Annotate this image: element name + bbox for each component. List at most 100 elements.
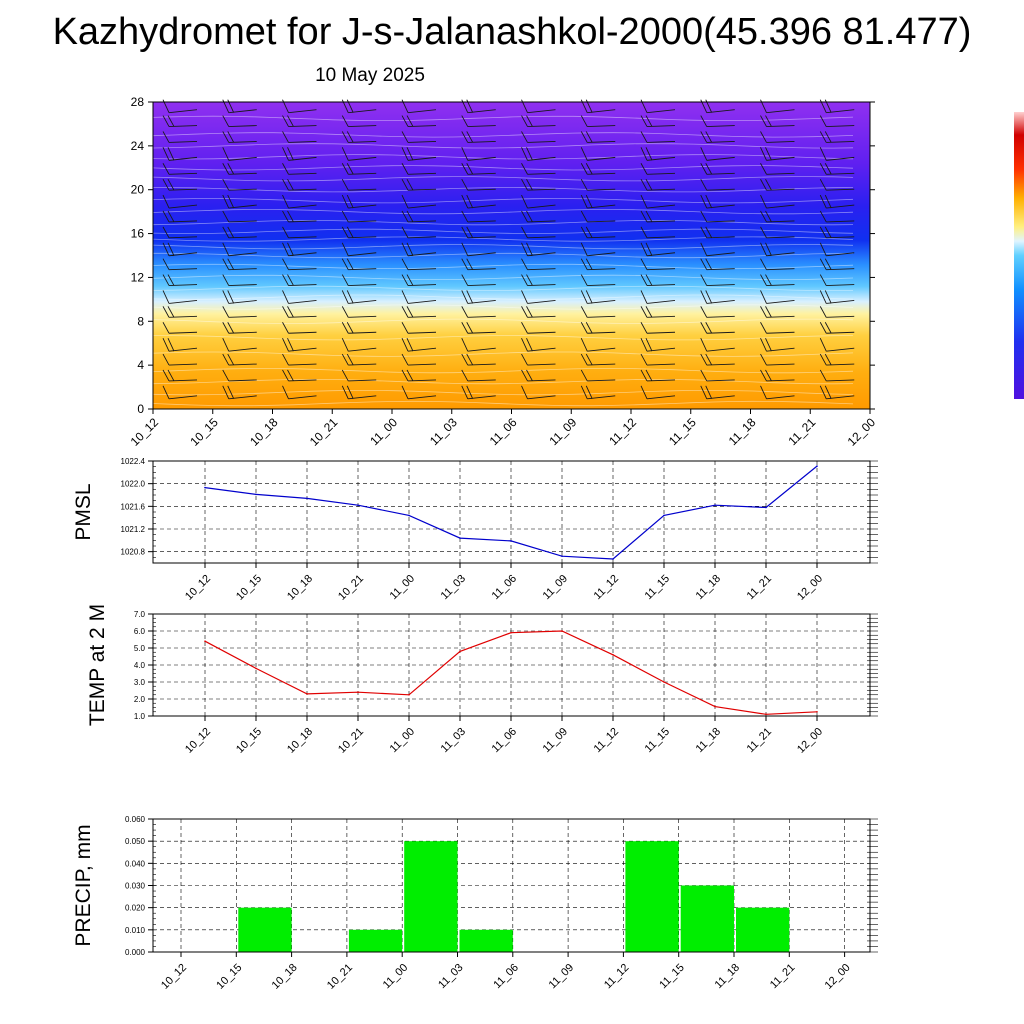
- temp-x-tick-label: 10_18: [285, 726, 315, 756]
- wind-barb: [282, 242, 317, 257]
- temp-y-tick-label: 1.0: [134, 712, 146, 721]
- heatmap-contour-line: [152, 274, 854, 281]
- wind-barb: [700, 258, 735, 271]
- pmsl-x-tick-label: 11_12: [592, 573, 622, 603]
- wind-barb: [640, 258, 676, 271]
- wind-barb: [700, 194, 735, 209]
- wind-barb: [640, 194, 676, 209]
- page-title: Kazhydromet for J-s-Jalanashkol-2000(45.…: [52, 11, 972, 53]
- wind-barb: [580, 163, 616, 175]
- wind-barb: [461, 226, 496, 239]
- wind-barb: [521, 274, 556, 287]
- wind-barb: [760, 131, 795, 143]
- wind-barb: [222, 178, 257, 191]
- wind-barb: [580, 131, 616, 143]
- heatmap-y-tick-label: 4: [137, 358, 144, 372]
- precip-x-tick-label: 12_00: [823, 962, 853, 992]
- heatmap-contours: [152, 115, 854, 407]
- wind-barb: [580, 242, 616, 257]
- pmsl-data-point: [561, 555, 563, 557]
- pmsl-x-tick-label: 10_18: [285, 573, 315, 603]
- wind-barb: [222, 258, 257, 271]
- wind-barb: [760, 178, 795, 191]
- wind-barb: [222, 274, 257, 287]
- temp-x-tick-label: 11_12: [592, 726, 622, 756]
- wind-barb: [819, 337, 855, 352]
- pmsl-y-tick-label: 1021.6: [121, 502, 146, 511]
- wind-barbs: [162, 99, 855, 400]
- wind-barb: [640, 210, 676, 223]
- precip-x-tick-label: 10_21: [325, 962, 355, 992]
- wind-barb: [580, 210, 616, 223]
- heatmap-contour-line: [152, 154, 854, 160]
- wind-barb: [700, 306, 735, 318]
- heatmap-contour-line: [152, 390, 854, 396]
- wind-barb: [819, 115, 855, 128]
- temp-x-tick-label: 11_06: [490, 726, 520, 756]
- pmsl-data-point: [306, 497, 308, 500]
- wind-barb: [521, 258, 556, 271]
- wind-barb: [162, 226, 198, 239]
- wind-barb: [341, 322, 377, 334]
- wind-barb: [819, 353, 855, 366]
- colorbar: [1014, 112, 1024, 399]
- wind-barb: [700, 242, 735, 257]
- wind-barb: [282, 369, 317, 382]
- wind-barb: [760, 226, 795, 239]
- temp-data-point: [459, 650, 461, 653]
- wind-barb: [341, 337, 377, 352]
- wind-barb: [760, 369, 795, 382]
- wind-barb: [282, 337, 317, 352]
- wind-barb: [819, 178, 855, 191]
- wind-barb: [640, 290, 676, 304]
- precip-x-tick-label: 10_12: [159, 962, 189, 992]
- wind-barb: [819, 274, 855, 287]
- wind-barb: [521, 306, 556, 318]
- pmsl-x-tick-label: 11_09: [541, 573, 571, 603]
- wind-barb: [282, 115, 317, 128]
- heatmap-y-tick-label: 12: [131, 270, 145, 284]
- wind-barb: [819, 242, 855, 257]
- precip-bar: [625, 841, 679, 952]
- precip-panel: 0.000 0.010 0.020 0.030 0.040 0.050 0.060 10_12…: [72, 815, 878, 992]
- precip-bar: [680, 885, 734, 952]
- wind-barb: [580, 337, 616, 352]
- wind-barb: [580, 178, 616, 191]
- pmsl-y-tick-label: 1020.8: [121, 548, 146, 557]
- wind-barb: [282, 258, 317, 271]
- wind-barb: [700, 290, 735, 304]
- temp-x-tick-label: 10_12: [183, 726, 213, 756]
- wind-barb: [282, 147, 317, 161]
- wind-barb: [341, 274, 377, 287]
- temp-data-point: [306, 693, 308, 695]
- wind-barb: [700, 147, 735, 161]
- wind-barb: [162, 258, 198, 271]
- wind-barb: [162, 353, 198, 366]
- wind-barb: [401, 369, 437, 382]
- wind-barb: [341, 385, 377, 400]
- wind-barb: [401, 274, 437, 287]
- heatmap-x-tick-label: 11_06: [487, 415, 520, 448]
- wind-barb: [521, 242, 556, 257]
- pmsl-x-tick-label: 11_06: [490, 573, 520, 603]
- wind-barb: [162, 337, 198, 352]
- wind-barb: [580, 306, 616, 318]
- precip-bar: [459, 929, 513, 952]
- wind-barb: [401, 290, 437, 304]
- precip-y-tick-label: 0.040: [125, 859, 146, 868]
- pmsl-frame: [152, 460, 871, 564]
- heatmap-contour-line: [152, 176, 854, 182]
- wind-barb: [640, 226, 676, 239]
- wind-barb: [401, 353, 437, 366]
- wind-barb: [461, 337, 496, 352]
- wind-barb: [341, 369, 377, 382]
- heatmap-contour-line: [152, 228, 854, 235]
- wind-barb: [819, 131, 855, 143]
- pmsl-data-point: [765, 506, 767, 509]
- pmsl-x-tick-label: 11_15: [643, 573, 673, 603]
- wind-barb: [461, 178, 496, 191]
- wind-barb: [521, 385, 556, 400]
- pmsl-x-tick-label: 10_12: [183, 573, 213, 603]
- wind-barb: [282, 178, 317, 191]
- pmsl-data-point: [408, 514, 410, 517]
